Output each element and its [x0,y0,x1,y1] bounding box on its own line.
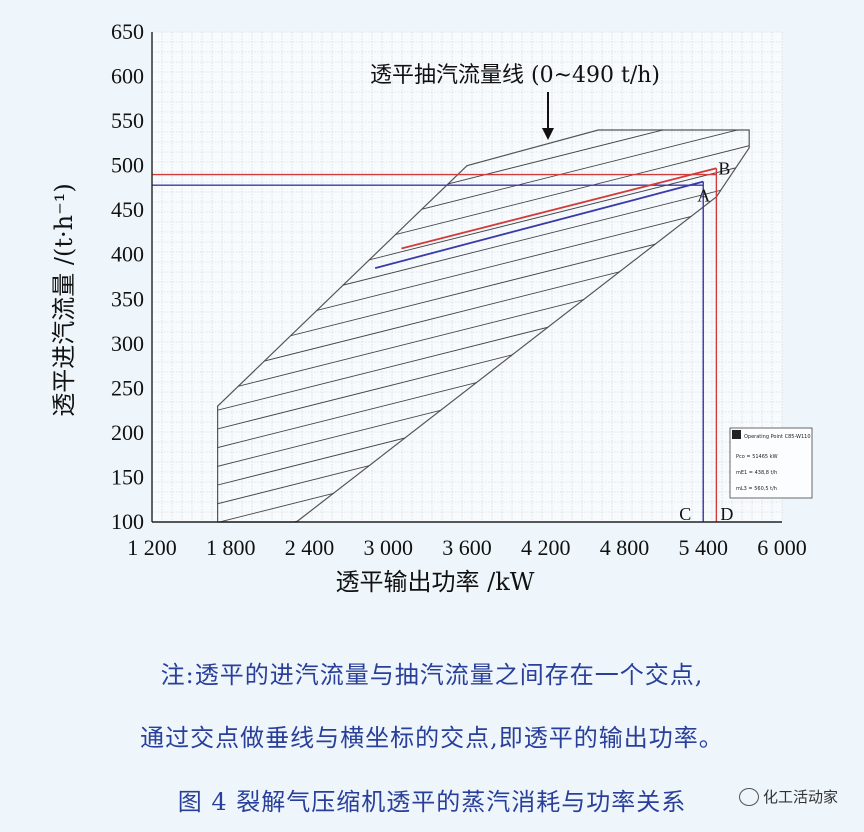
y-tick-label: 500 [111,153,144,178]
x-tick-label: 3 600 [442,535,492,560]
inset-title: Operating Point C85-W110 [744,434,811,440]
x-tick-label: 3 000 [364,535,414,560]
grid-lines [151,31,783,523]
point-label-D: D [720,504,733,524]
inset-marker [732,430,741,439]
x-tick-label: 4 800 [600,535,650,560]
note-line-1: 注:透平的进汽流量与抽汽流量之间存在一个交点, [160,661,704,689]
chart-svg: AB C D 100 150 200 250 300 350 400 450 500 550 600 650… [50,19,813,596]
watermark: 化工活动家 [738,786,838,807]
inset-line: Pco = 51465 kW [736,454,778,460]
note-line-2: 通过交点做垂线与横坐标的交点,即透平的输出功率。 [140,724,724,752]
inset-line: mE1 = 438,8 t/h [736,470,777,476]
x-tick-label: 5 400 [679,535,729,560]
chart: A B C D 100 150 200 250 300 350 400 450 500 550 600 650… [50,19,813,596]
point-label-B: B [718,158,730,178]
extraction-annotation: 透平抽汽流量线 (0~490 t/h) [370,63,660,88]
x-tick-label: 6 000 [757,535,807,560]
y-tick-label: 100 [111,509,144,534]
y-tick-label: 350 [111,286,144,311]
y-tick-label: 650 [111,19,144,44]
inset-line: mL3 = 560,5 t/h [736,486,777,492]
y-tick-label: 400 [111,242,144,267]
x-tick-label: 2 400 [285,535,335,560]
x-axis-title: 透平输出功率 /kW [336,568,535,596]
watermark-text: 化工活动家 [762,788,838,806]
plot-area [152,32,782,522]
inset-box [729,427,813,499]
figure-caption: 图 4 裂解气压缩机透平的蒸汽消耗与功率关系 [177,788,687,816]
point-label-A: A [697,186,710,206]
y-tick-label: 300 [111,331,144,356]
y-tick-label: 200 [111,420,144,445]
wechat-icon [738,787,759,806]
x-tick-label: 1 200 [127,535,177,560]
y-axis-title: 透平进汽流量 /(t·h⁻¹) [50,183,78,416]
series-line [401,167,717,250]
operating-envelope [217,129,750,523]
y-tick-label: 250 [111,375,144,400]
point-label-C: C [679,504,691,524]
series-line [374,180,704,269]
annotation-arrow-head [542,128,554,140]
x-tick-label: 4 200 [521,535,571,560]
y-tick-label: 150 [111,464,144,489]
x-tick-label: 1 800 [206,535,256,560]
y-tick-label: 450 [111,197,144,222]
y-tick-label: 600 [111,64,144,89]
y-tick-label: 550 [111,108,144,133]
